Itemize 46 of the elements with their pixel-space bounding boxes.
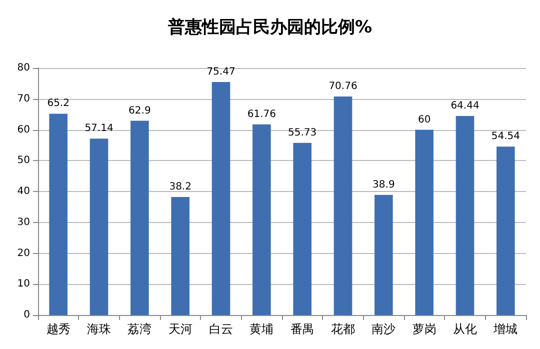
y-tick-label: 50 [17,155,30,166]
y-tick-label: 20 [17,248,30,259]
bar [415,130,434,315]
bar [334,96,352,315]
x-tick-label: 萝岗 [412,322,436,336]
bar [130,120,149,315]
data-label: 64.44 [450,100,480,112]
x-tick-label: 南沙 [372,322,396,336]
data-label: 54.54 [491,131,520,142]
data-label: 38.9 [372,179,395,190]
bar [90,138,108,315]
bar [496,146,515,315]
bar [212,82,230,315]
y-tick-label: 70 [17,93,30,104]
chart-title: 普惠性园占民办园的比例% [166,16,372,38]
x-tick-label: 从化 [453,322,477,336]
y-tick-label: 80 [17,62,30,74]
x-tick-label: 天河 [168,322,192,336]
x-tick-label: 番禺 [290,322,314,336]
data-label: 60 [418,114,431,126]
y-tick-label: 0 [24,310,30,320]
data-label: 70.76 [328,81,358,92]
data-label: 38.2 [169,182,192,193]
bar [171,197,190,315]
x-tick-label: 花都 [331,322,355,336]
bar [252,124,271,315]
data-label: 55.73 [288,127,317,138]
y-tick-label: 40 [17,186,30,197]
bar [49,114,68,315]
bar [293,142,312,315]
x-tick-label: 越秀 [46,322,70,336]
x-tick-label: 增城 [492,322,518,336]
x-tick-label: 荔湾 [128,322,152,336]
bar [456,116,474,315]
data-label: 75.47 [206,66,236,78]
data-label: 65.2 [47,98,70,110]
data-label: 62.9 [128,105,151,116]
x-tick-label: 黄埔 [250,322,274,336]
x-tick-label: 海珠 [87,322,111,336]
bar [374,194,393,315]
y-tick-label: 10 [17,278,30,290]
x-tick-label: 白云 [209,322,233,336]
data-label: 61.76 [247,108,276,120]
y-tick-label: 60 [17,124,30,136]
y-tick-label: 30 [17,216,30,228]
data-label: 57.14 [84,123,114,134]
